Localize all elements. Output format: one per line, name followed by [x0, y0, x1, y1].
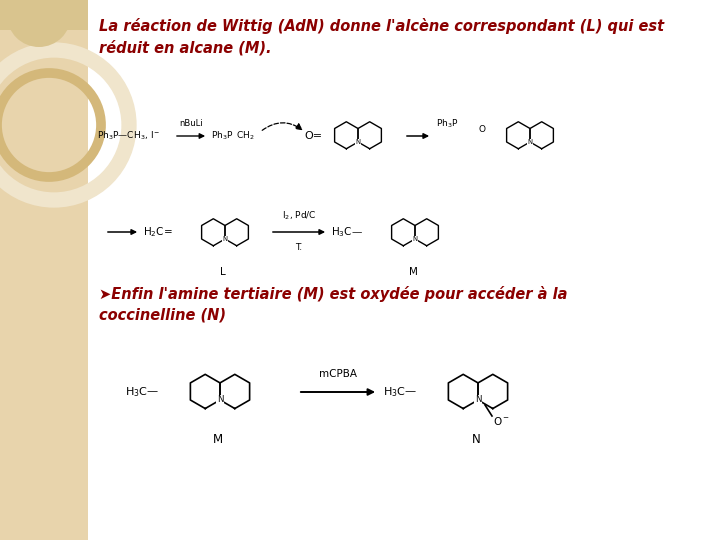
Text: N: N: [222, 236, 228, 242]
Text: M: M: [213, 433, 223, 446]
Text: N: N: [474, 395, 481, 404]
Text: N: N: [472, 433, 480, 446]
Text: H$_3$C—: H$_3$C—: [383, 385, 417, 399]
Text: T.: T.: [295, 243, 302, 252]
Text: L: L: [220, 267, 226, 277]
Text: O=: O=: [304, 131, 322, 141]
Text: Ph$_3$P—CH$_3$, I$^-$: Ph$_3$P—CH$_3$, I$^-$: [97, 130, 161, 142]
Text: N: N: [413, 236, 418, 242]
Text: Ph$_3$P: Ph$_3$P: [436, 118, 459, 130]
Text: H$_3$C—: H$_3$C—: [331, 225, 363, 239]
Bar: [0, 0, 88, 30]
Text: mCPBA: mCPBA: [319, 369, 357, 379]
Text: ➤Enfin l'amine tertiaire (M) est oxydée pour accéder à la
coccinelline (N): ➤Enfin l'amine tertiaire (M) est oxydée …: [99, 286, 567, 323]
Text: N: N: [356, 139, 361, 145]
Text: O: O: [479, 125, 485, 134]
Circle shape: [7, 0, 71, 47]
Bar: [0, 0, 88, 540]
Text: nBuLi: nBuLi: [179, 119, 203, 128]
Text: N: N: [217, 395, 223, 404]
Text: H$_3$C—: H$_3$C—: [125, 385, 159, 399]
Text: H$_2$C=: H$_2$C=: [143, 225, 173, 239]
Text: N: N: [528, 139, 533, 145]
Text: O$^-$: O$^-$: [493, 415, 510, 427]
Text: I$_2$, Pd/C: I$_2$, Pd/C: [282, 210, 316, 222]
Text: Ph$_3$P$\,$ CH$_2$: Ph$_3$P$\,$ CH$_2$: [211, 130, 255, 142]
Text: La réaction de Wittig (AdN) donne l'alcène correspondant (L) qui est
réduit en a: La réaction de Wittig (AdN) donne l'alcè…: [99, 18, 664, 56]
Text: M: M: [408, 267, 418, 277]
